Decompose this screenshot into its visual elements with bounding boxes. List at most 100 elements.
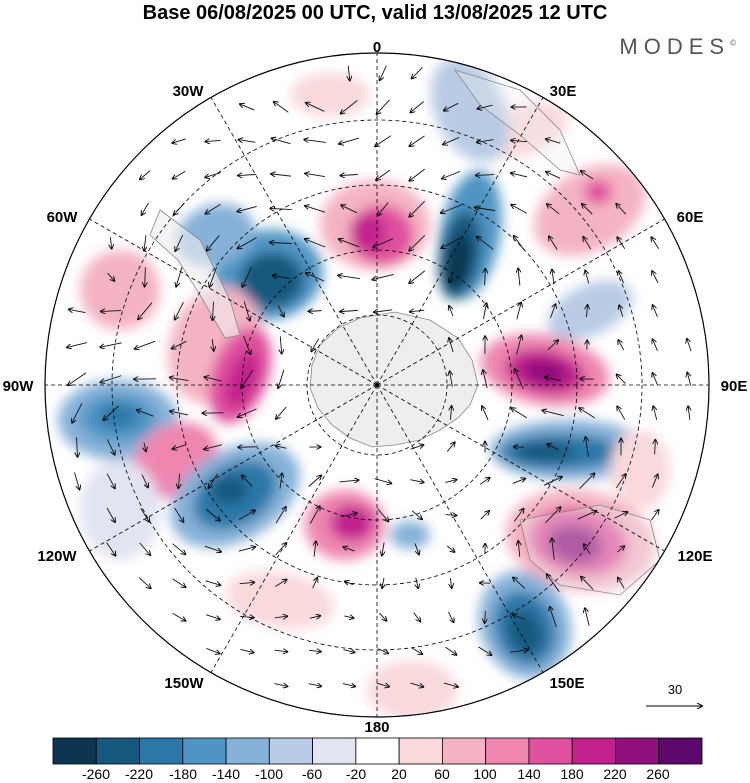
wind-vector — [240, 616, 254, 617]
wind-vector — [543, 477, 562, 486]
wind-vector — [617, 546, 625, 553]
lon-label-90w: 90W — [3, 378, 35, 395]
wind-vector — [341, 205, 357, 214]
wind-vector — [577, 511, 597, 520]
wind-vector — [655, 440, 656, 455]
wind-vector — [106, 473, 115, 489]
wind-vector — [204, 377, 222, 382]
colorbar-tick: 100 — [473, 766, 497, 782]
wind-vector — [688, 406, 690, 420]
wind-vector — [585, 270, 590, 284]
wind-vector — [373, 238, 394, 248]
wind-vector — [67, 342, 88, 348]
wind-vector — [107, 272, 115, 281]
wind-vector — [545, 507, 560, 524]
wind-vector — [445, 646, 457, 655]
wind-vector — [382, 542, 384, 556]
wind-vector — [238, 174, 257, 175]
anomaly-blob — [610, 430, 670, 510]
wind-vector — [618, 340, 625, 351]
wind-vector — [449, 306, 454, 317]
anomaly-blob — [430, 58, 510, 162]
wind-vector — [212, 339, 214, 351]
anomaly-blob — [508, 610, 542, 654]
lon-label-120e: 120E — [677, 548, 712, 565]
wind-vector — [378, 202, 389, 216]
wind-vector — [209, 266, 217, 287]
wind-vector — [409, 168, 425, 181]
lon-label-60e: 60E — [677, 209, 704, 226]
map-disc — [44, 52, 710, 718]
reference-vector-label: 30 — [668, 682, 682, 697]
wind-vector — [375, 135, 392, 147]
wind-vector — [144, 235, 146, 250]
wind-vector — [341, 100, 358, 113]
wind-vector — [145, 267, 146, 286]
lon-label-0: 0 — [373, 39, 381, 56]
wind-vector — [581, 171, 594, 180]
wind-vector — [270, 242, 293, 243]
graticule — [45, 53, 709, 717]
wind-vector — [205, 203, 221, 214]
wind-vector — [376, 682, 389, 686]
wind-vector — [552, 270, 554, 285]
wind-vector — [513, 615, 526, 620]
wind-vector — [343, 650, 354, 653]
wind-vector — [485, 610, 486, 623]
wind-vector — [238, 408, 257, 417]
map-title: Base 06/08/2025 00 UTC, valid 13/08/2025… — [142, 2, 608, 24]
wind-vector — [509, 650, 528, 653]
wind-vector — [410, 682, 424, 687]
anomaly-blob — [534, 164, 646, 256]
wind-vector — [518, 268, 520, 286]
wind-vector — [651, 237, 660, 249]
wind-vector — [342, 684, 355, 687]
wind-vector — [442, 170, 461, 178]
wind-vector — [441, 204, 462, 213]
wind-vector — [618, 271, 624, 284]
wind-vector — [340, 310, 358, 311]
wind-vector — [687, 339, 692, 352]
wind-vector — [618, 578, 625, 589]
lon-label-30w: 30W — [173, 83, 205, 100]
lon-label-90e: 90E — [721, 378, 748, 395]
colorbar-tick: -60 — [302, 766, 322, 782]
wind-vector — [142, 202, 149, 215]
wind-vector — [240, 649, 253, 652]
wind-vector — [308, 684, 322, 687]
wind-vector — [376, 169, 391, 180]
wind-vector — [175, 234, 184, 251]
wind-vector — [172, 612, 185, 621]
wind-vector — [205, 508, 220, 521]
wind-vector — [305, 239, 326, 248]
wind-vector — [308, 311, 322, 312]
colorbar-tick: 20 — [391, 766, 407, 782]
wind-vector — [652, 373, 658, 386]
colorbar-tick: 260 — [646, 766, 670, 782]
colorbar-swatch — [139, 737, 184, 765]
colorbar-tick: 140 — [517, 766, 541, 782]
wind-vector — [443, 137, 460, 144]
wind-vector — [74, 472, 80, 490]
wind-vector — [172, 578, 185, 587]
wind-vector — [377, 508, 389, 522]
wind-vector — [377, 99, 390, 114]
wind-vectors — [67, 65, 692, 687]
wind-vector — [270, 208, 292, 209]
lon-label-60w: 60W — [47, 209, 79, 226]
wind-vector — [277, 305, 284, 316]
wind-vector — [409, 135, 425, 146]
lon-label-30e: 30E — [550, 83, 577, 100]
wind-vector — [382, 577, 384, 588]
wind-vector — [314, 541, 316, 557]
wind-vector — [582, 204, 593, 215]
anomaly-blob — [350, 212, 386, 252]
colorbar-swatch — [268, 737, 314, 765]
colorbar-swatch — [485, 737, 530, 765]
wind-vector — [652, 271, 659, 284]
wind-vector — [478, 646, 491, 655]
wind-vector — [482, 406, 489, 421]
wind-vector — [372, 273, 394, 279]
wind-vector — [514, 447, 525, 448]
